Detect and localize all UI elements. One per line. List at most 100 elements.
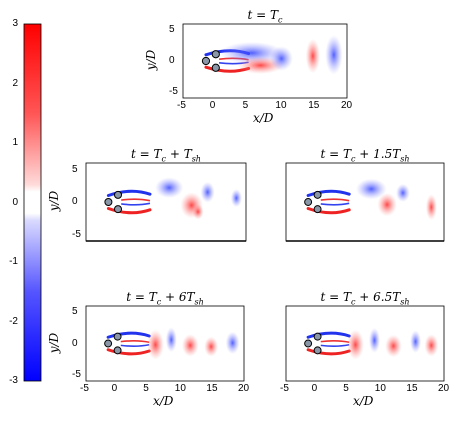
vortex-negative (165, 327, 177, 353)
y-axis-label: y/D (47, 190, 62, 212)
inner-shear-layer (120, 343, 150, 347)
y-tick-label: 0 (72, 196, 78, 207)
panel-frame (85, 305, 245, 382)
vortex-positive (204, 336, 219, 357)
vortex-negative (200, 181, 215, 203)
panel-plot (85, 305, 245, 382)
vortex-negative (225, 331, 240, 355)
vortex-negative (356, 178, 387, 200)
vortex-positive (192, 203, 204, 220)
cylinder (211, 50, 220, 59)
panel-plot (285, 305, 445, 382)
vortex-negative (395, 183, 410, 202)
panel-plot (182, 23, 348, 99)
vortex-positive (424, 334, 439, 357)
vortex-negative (368, 327, 381, 353)
cylinder (313, 190, 322, 199)
panel-title: t = Tc (247, 8, 283, 25)
vortex-positive (377, 192, 397, 217)
x-axis-label: x/D (153, 394, 174, 408)
inner-shear-layer (120, 340, 150, 344)
x-tick-label: 15 (206, 383, 218, 394)
y-tick-label: -5 (169, 85, 178, 97)
cylinder (104, 339, 113, 348)
x-tick-label: 5 (343, 383, 349, 394)
vortex-negative (325, 35, 343, 75)
y-tick-label: 5 (169, 24, 175, 36)
y-tick-label: 5 (72, 163, 78, 175)
shear-layer-negative (106, 189, 152, 197)
x-axis-label: x/D (353, 394, 374, 408)
y-tick-label: 5 (72, 306, 78, 318)
y-tick-label: -5 (72, 228, 81, 240)
vortex-positive (385, 334, 402, 358)
cylinder (113, 346, 122, 355)
inner-shear-layer (121, 202, 151, 206)
panel-frame (182, 23, 348, 99)
y-axis-label: y/D (47, 332, 62, 353)
cylinder (113, 205, 123, 214)
colorbar-tick-label: -2 (9, 315, 18, 327)
y-tick-label: 0 (169, 55, 175, 66)
y-tick-label: -5 (72, 368, 81, 380)
x-tick-label: 20 (438, 383, 450, 394)
x-tick-label: 5 (242, 100, 249, 111)
colorbar-tick-label: 0 (12, 196, 18, 208)
inner-shear-layer (320, 198, 350, 202)
x-axis-label: x/D (253, 111, 274, 125)
shear-layer-negative (306, 189, 351, 197)
cylinder (304, 339, 313, 348)
panel-title: t = Tc + Tsh (131, 147, 201, 164)
x-tick-label: -5 (80, 383, 89, 394)
x-tick-label: 0 (209, 100, 216, 111)
vortex-positive (305, 38, 321, 74)
shear-layer-positive (106, 207, 152, 215)
vortex-positive (347, 329, 364, 360)
shear-layer-positive (306, 348, 351, 356)
vortex-negative (230, 189, 243, 208)
shear-layer-negative (106, 331, 151, 339)
vortex-negative (269, 46, 293, 71)
cylinder (113, 190, 123, 199)
cylinder (313, 205, 322, 214)
cylinder (104, 197, 113, 207)
panel-frame (285, 305, 445, 382)
vortex-positive (425, 194, 437, 221)
x-tick-label: 10 (374, 383, 386, 394)
cylinder (313, 332, 322, 341)
y-tick-label: 0 (72, 337, 78, 349)
inner-shear-layer (320, 343, 350, 347)
cylinder (304, 198, 313, 206)
cylinder (201, 56, 211, 66)
panel-title: t = Tc + 6Tsh (126, 290, 204, 307)
panel-title: t = Tc + 1.5Tsh (320, 147, 410, 164)
x-tick-label: 15 (308, 100, 320, 111)
x-tick-label: 5 (143, 383, 149, 394)
inner-shear-layer (320, 340, 350, 344)
panel-title: t = Tc + 6.5Tsh (320, 290, 410, 307)
vortex-negative (155, 177, 184, 199)
x-tick-label: -5 (280, 383, 289, 394)
vortex-negative (409, 330, 422, 353)
x-tick-label: -5 (177, 100, 186, 111)
colorbar-strip (23, 23, 42, 382)
x-tick-label: 20 (238, 383, 250, 394)
x-tick-label: 0 (111, 383, 118, 394)
colorbar-tick-label: 1 (12, 137, 18, 148)
colorbar-tick-label: 3 (12, 18, 18, 29)
x-tick-label: 0 (311, 383, 318, 394)
vortex-positive (181, 334, 199, 357)
shear-layer-positive (306, 207, 351, 215)
vortex-positive (147, 329, 164, 360)
x-tick-label: 10 (174, 383, 186, 394)
cylinder (113, 332, 122, 341)
colorbar-tick-label: -1 (9, 256, 18, 267)
shear-layer-negative (306, 331, 351, 339)
x-tick-label: 20 (341, 100, 353, 111)
inner-shear-layer (320, 202, 350, 206)
shear-layer-positive (106, 348, 151, 356)
colorbar-tick-label: -3 (9, 375, 18, 386)
colorbar-tick-label: 2 (12, 77, 18, 89)
cylinder (313, 346, 322, 355)
